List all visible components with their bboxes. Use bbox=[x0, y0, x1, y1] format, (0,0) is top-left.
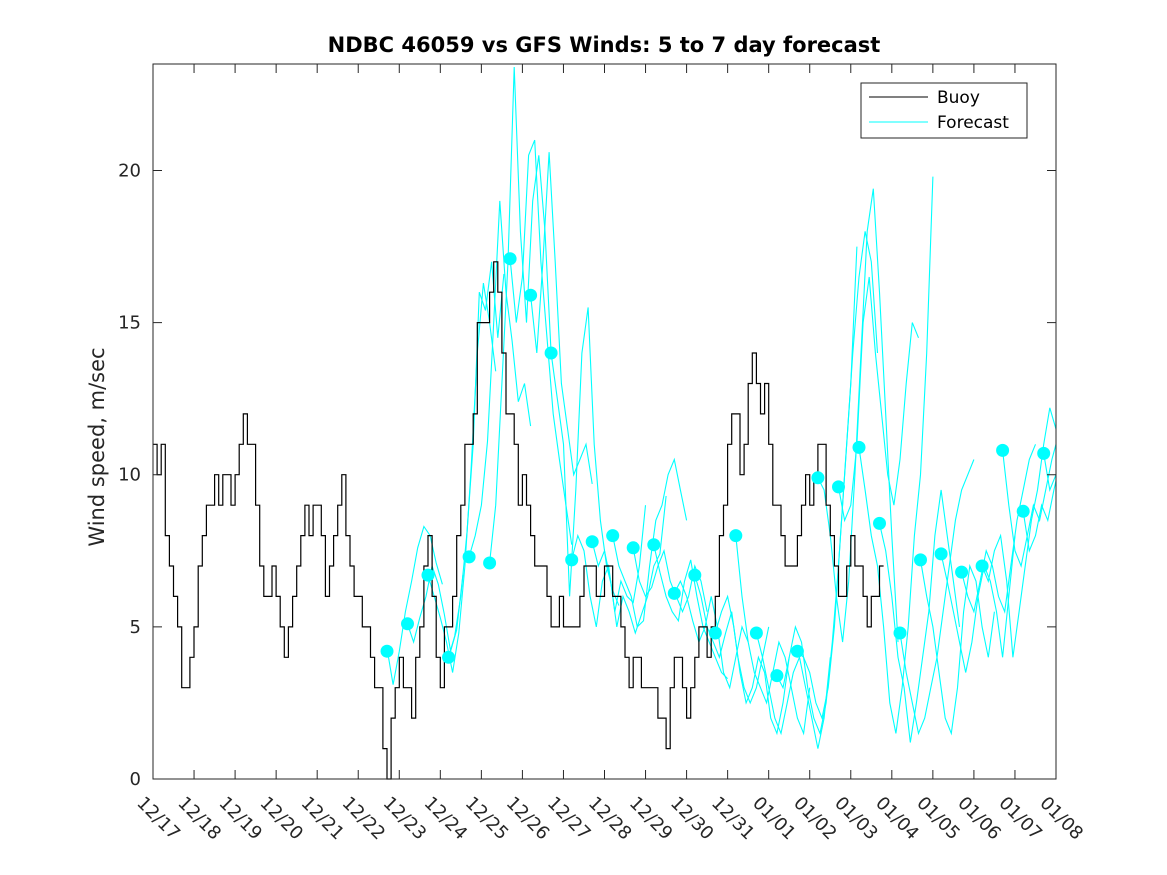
forecast-line-4 bbox=[468, 200, 532, 558]
forecast-marker-31 bbox=[1016, 504, 1030, 518]
forecast-marker-20 bbox=[790, 644, 804, 658]
forecast-marker-4 bbox=[462, 550, 476, 564]
forecast-line-20 bbox=[797, 231, 879, 721]
forecast-marker-14 bbox=[667, 586, 681, 600]
forecast-marker-16 bbox=[708, 626, 722, 640]
forecast-line-14 bbox=[673, 579, 749, 690]
plot-area bbox=[153, 64, 1056, 779]
buoy-line bbox=[153, 261, 884, 780]
legend: Buoy Forecast bbox=[860, 82, 1028, 139]
forecast-marker-9 bbox=[565, 553, 579, 567]
forecast-marker-29 bbox=[975, 559, 989, 573]
y-axis: 0 5 10 15 20 bbox=[118, 160, 1056, 790]
forecast-marker-10 bbox=[585, 535, 599, 549]
forecast-marker-19 bbox=[770, 669, 784, 683]
legend-buoy-label: Buoy bbox=[937, 88, 980, 108]
forecast-marker-2 bbox=[421, 568, 435, 582]
legend-box bbox=[860, 82, 1028, 139]
buoy-series bbox=[153, 261, 884, 780]
forecast-marker-30 bbox=[996, 443, 1010, 457]
forecast-marker-21 bbox=[811, 471, 825, 485]
forecast-line-6 bbox=[509, 139, 573, 545]
forecast-marker-15 bbox=[688, 568, 702, 582]
forecast-marker-11 bbox=[606, 529, 620, 543]
forecast-marker-25 bbox=[893, 626, 907, 640]
forecast-marker-17 bbox=[729, 529, 743, 543]
forecast-marker-3 bbox=[442, 650, 455, 664]
forecast-line-0 bbox=[386, 525, 443, 685]
forecast-line-18 bbox=[755, 632, 831, 749]
forecast-line-12 bbox=[632, 547, 708, 614]
forecast-line-31 bbox=[1022, 480, 1057, 553]
forecast-line-5 bbox=[489, 66, 552, 564]
forecast-marker-24 bbox=[873, 516, 886, 530]
forecast-line-13 bbox=[653, 544, 728, 679]
chart-title: NDBC 46059 vs GFS Winds: 5 to 7 day fore… bbox=[328, 33, 881, 57]
forecast-marker-8 bbox=[544, 346, 558, 360]
forecast-marker-27 bbox=[934, 547, 948, 561]
forecast-line-32 bbox=[1043, 453, 1057, 493]
forecast-line-11 bbox=[612, 457, 688, 629]
forecast-line-8 bbox=[550, 307, 620, 606]
forecast-marker-26 bbox=[914, 553, 927, 567]
forecast-line-27 bbox=[940, 535, 1016, 673]
forecast-marker-1 bbox=[401, 617, 414, 631]
forecast-line-29 bbox=[981, 407, 1057, 658]
y-tick-label-3: 15 bbox=[118, 313, 141, 334]
forecast-line-16 bbox=[714, 594, 790, 736]
y-tick-label-4: 20 bbox=[118, 160, 141, 181]
forecast-markers bbox=[380, 252, 1051, 683]
forecast-line-10 bbox=[591, 495, 667, 635]
forecast-marker-0 bbox=[380, 644, 394, 658]
forecast-line-28 bbox=[961, 444, 1037, 614]
forecast-line-26 bbox=[919, 559, 995, 736]
forecast-marker-6 bbox=[503, 252, 517, 266]
forecast-line-2 bbox=[427, 283, 497, 673]
forecast-marker-22 bbox=[832, 480, 845, 494]
y-tick-label-0: 0 bbox=[130, 769, 141, 790]
y-tick-label-2: 10 bbox=[118, 465, 141, 486]
forecast-line-23 bbox=[858, 176, 934, 734]
forecast-marker-5 bbox=[483, 556, 497, 570]
forecast-line-22 bbox=[837, 276, 920, 523]
forecast-line-7 bbox=[530, 152, 593, 484]
forecast-marker-32 bbox=[1037, 446, 1051, 460]
legend-forecast-label: Forecast bbox=[937, 113, 1009, 133]
forecast-series bbox=[386, 66, 1057, 749]
forecast-line-24 bbox=[878, 489, 961, 743]
forecast-marker-12 bbox=[626, 541, 640, 555]
y-tick-label-1: 5 bbox=[130, 617, 141, 638]
forecast-marker-23 bbox=[852, 440, 866, 454]
forecast-marker-7 bbox=[524, 288, 538, 302]
forecast-marker-28 bbox=[955, 565, 969, 579]
y-axis-label: Wind speed, m/sec bbox=[85, 347, 109, 546]
forecast-marker-13 bbox=[647, 538, 661, 552]
forecast-marker-18 bbox=[749, 626, 763, 640]
